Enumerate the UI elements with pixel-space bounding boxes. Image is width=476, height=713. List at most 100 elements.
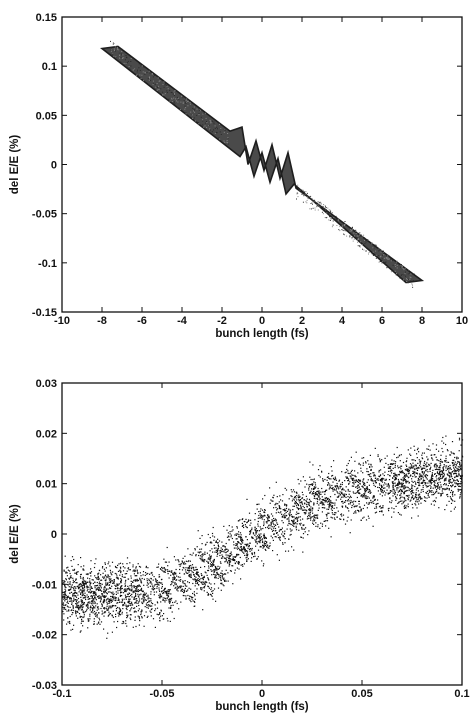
particle [69,622,71,625]
particle [344,480,346,482]
particle [345,476,347,478]
particle [428,491,430,493]
particle [456,457,458,459]
particle [397,482,399,484]
particle [453,464,455,466]
particle [406,470,409,472]
particle [255,530,257,532]
particle [334,486,337,488]
particle [136,600,138,602]
particle [310,195,312,197]
particle [382,514,384,516]
y-tick: 0 [51,529,462,541]
particle [212,592,214,594]
particle [289,534,291,536]
particle [361,496,364,498]
particle [192,571,194,574]
particle [166,92,168,94]
particle [192,552,194,554]
particle [424,475,426,477]
particle [63,604,65,606]
particle [166,592,168,594]
particle [242,525,244,527]
particle [81,586,83,588]
particle [288,522,290,524]
particle [111,580,114,582]
particle [380,478,382,481]
particle [312,464,314,466]
particle [358,500,360,502]
particle [110,49,112,51]
particle [92,602,94,604]
particle [190,576,192,578]
particle [313,481,315,483]
particle [180,601,182,603]
particle [269,542,271,544]
particle [210,129,211,131]
particle [113,579,115,581]
particle [80,583,82,585]
particle [198,122,200,124]
particle [129,602,131,605]
particle [335,215,337,217]
particle [179,580,181,582]
particle [404,485,406,487]
particle [202,560,204,562]
particle [161,569,163,571]
particle [394,465,396,467]
particle [444,461,446,463]
particle [115,605,117,607]
particle [317,517,319,519]
particle [197,530,199,532]
particle [217,577,219,579]
particle [140,78,142,80]
particle [150,608,152,611]
particle [425,485,427,487]
particle [405,507,407,509]
particle [245,525,247,528]
particle [268,545,270,548]
particle [123,602,126,604]
particle [426,478,428,480]
particle [210,570,213,572]
particle [448,482,450,484]
y-tick: 0.1 [42,61,462,73]
particle [107,602,109,604]
particle [432,469,434,471]
particle [332,513,334,515]
particle [232,556,234,558]
particle [168,98,170,100]
particle [110,578,112,580]
particle [67,606,69,608]
particle [340,514,342,516]
particle [438,478,441,481]
particle [232,557,234,560]
particle [305,501,308,503]
particle [396,273,397,275]
particle [73,592,76,594]
particle [411,503,413,505]
particle [387,484,389,486]
particle [236,526,238,528]
particle [184,108,186,110]
particle [191,554,193,556]
particle [95,577,97,579]
particle [103,600,105,602]
particle [152,84,154,86]
particle [306,510,308,512]
particle [325,208,327,210]
particle [178,561,180,563]
particle [416,468,418,470]
particle [414,496,416,498]
particle [270,513,273,515]
particle [460,467,462,469]
particle [78,613,81,615]
particle [159,612,161,614]
particle [126,612,128,614]
particle [75,596,78,598]
particle [136,605,138,607]
particle [284,515,286,517]
particle [351,238,353,240]
particle [103,628,105,630]
particle [157,602,159,604]
